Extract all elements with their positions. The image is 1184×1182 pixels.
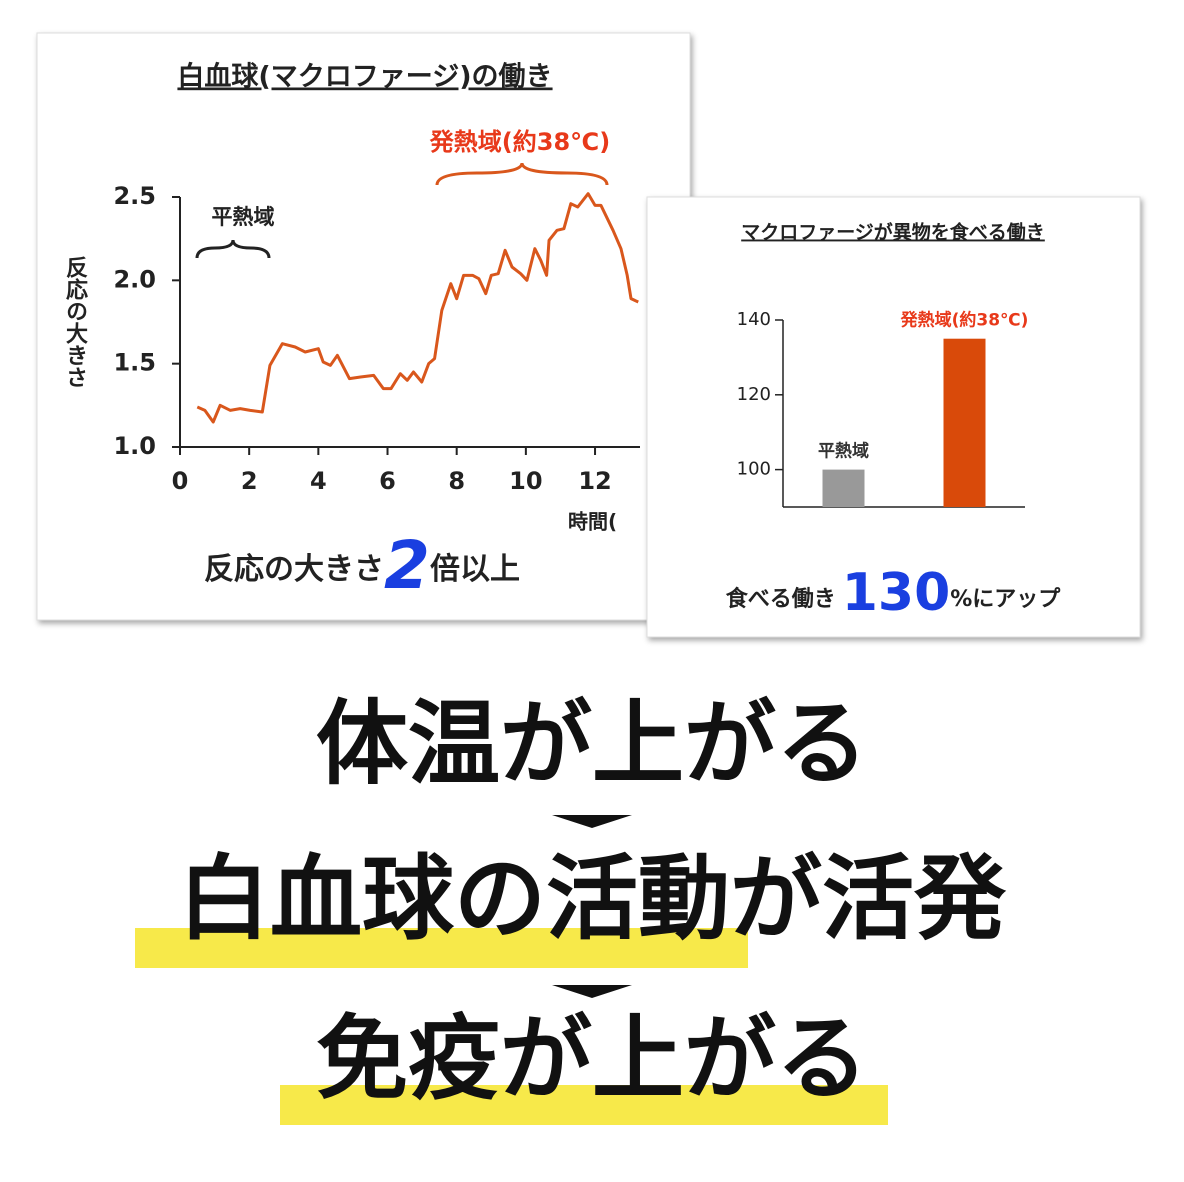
arrow xyxy=(552,985,632,998)
chart-title: マクロファージが異物を食べる働き xyxy=(741,221,1045,244)
bar xyxy=(943,338,986,507)
x-tick-label: 10 xyxy=(509,467,542,495)
y-tick-label: 1.0 xyxy=(113,432,156,460)
y-axis-label: 反応の大きさ xyxy=(62,256,88,388)
y-tick-label: 100 xyxy=(737,459,771,480)
card-line xyxy=(36,32,691,621)
y-tick-label: 2.5 xyxy=(113,182,156,210)
y-tick-label: 140 xyxy=(737,309,771,330)
headline: 白血球の活動が活発 xyxy=(178,845,1007,952)
category-label: 平熱域 xyxy=(818,441,869,462)
y-tick-label: 1.5 xyxy=(113,349,156,377)
bar xyxy=(822,469,865,507)
x-tick-label: 2 xyxy=(241,467,258,495)
brace xyxy=(195,239,271,259)
headline: 体温が上がる xyxy=(316,690,868,797)
x-tick-label: 12 xyxy=(578,467,611,495)
y-tick-label: 2.0 xyxy=(113,265,156,293)
card-bar xyxy=(646,196,1141,638)
line-series xyxy=(196,192,639,424)
annotation: 発熱域(約38℃) xyxy=(429,128,610,156)
x-axis-label: 時間( xyxy=(568,510,617,534)
annotation: 平熱域 xyxy=(212,205,275,229)
highlight xyxy=(280,1085,888,1125)
caption: 食べる働き 130%にアップ xyxy=(726,563,1062,623)
chart-title: 白血球(マクロファージ)の働き xyxy=(177,61,552,93)
highlight xyxy=(135,928,748,968)
y-tick-label: 120 xyxy=(737,384,771,405)
headline: 免疫が上がる xyxy=(316,1005,868,1112)
x-tick-label: 0 xyxy=(172,467,189,495)
arrow xyxy=(552,815,632,828)
x-tick-label: 8 xyxy=(448,467,465,495)
x-tick-label: 6 xyxy=(379,467,396,495)
caption: 反応の大きさ2倍以上 xyxy=(204,527,520,604)
category-label: 発熱域(約38℃) xyxy=(900,310,1029,331)
brace xyxy=(435,162,609,186)
x-tick-label: 4 xyxy=(310,467,327,495)
